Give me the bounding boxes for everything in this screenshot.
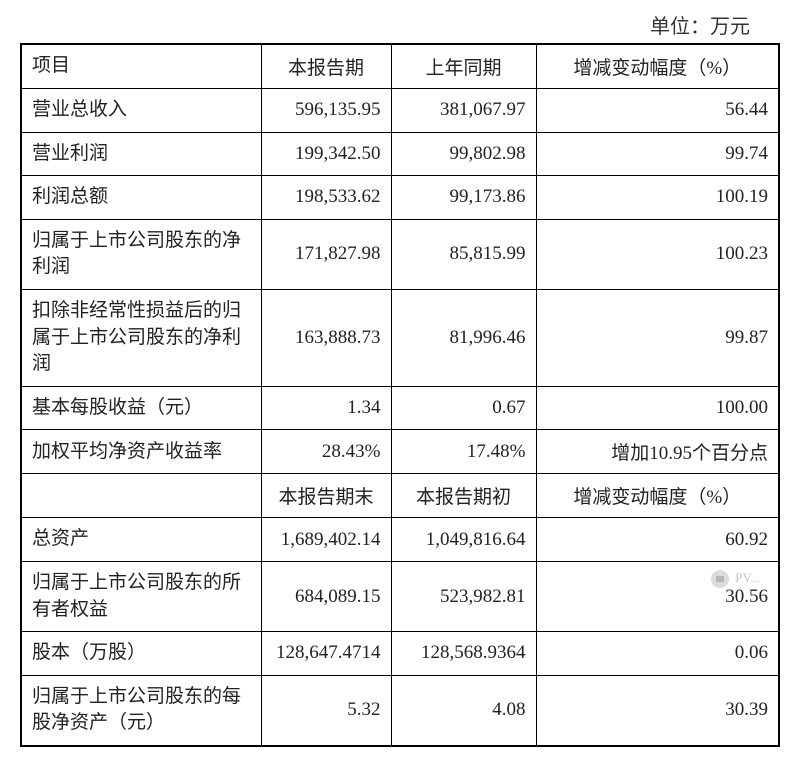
row-label: 基本每股收益（元） <box>21 386 261 430</box>
header-col-prior: 上年同期 <box>391 44 536 89</box>
table-header-row-1: 项目 本报告期 上年同期 增减变动幅度（%） <box>21 44 779 89</box>
row-value-current: 1.34 <box>261 386 391 430</box>
row-value-prior: 99,173.86 <box>391 176 536 220</box>
row-change: 增加10.95个百分点 <box>536 430 779 474</box>
row-value-current: 5.32 <box>261 675 391 746</box>
row-change: 30.56 <box>536 561 779 631</box>
row-change: 100.19 <box>536 176 779 220</box>
row-value-prior: 85,815.99 <box>391 219 536 289</box>
row-label: 加权平均净资产收益率 <box>21 430 261 474</box>
row-value-current: 128,647.4714 <box>261 632 391 676</box>
row-value-current: 596,135.95 <box>261 89 391 133</box>
row-value-current: 163,888.73 <box>261 289 391 386</box>
row-value-prior: 381,067.97 <box>391 89 536 133</box>
header2-col-begin: 本报告期初 <box>391 474 536 518</box>
header-col-change: 增减变动幅度（%） <box>536 44 779 89</box>
row-label: 归属于上市公司股东的所有者权益 <box>21 561 261 631</box>
row-value-prior: 1,049,816.64 <box>391 518 536 562</box>
header2-col-end: 本报告期末 <box>261 474 391 518</box>
row-label: 营业总收入 <box>21 89 261 133</box>
table-row: 基本每股收益（元）1.340.67100.00 <box>21 386 779 430</box>
row-change: 0.06 <box>536 632 779 676</box>
row-value-current: 28.43% <box>261 430 391 474</box>
row-value-prior: 4.08 <box>391 675 536 746</box>
header-col-current: 本报告期 <box>261 44 391 89</box>
row-value-current: 198,533.62 <box>261 176 391 220</box>
table-row: 归属于上市公司股东的净利润171,827.9885,815.99100.23 <box>21 219 779 289</box>
row-value-current: 171,827.98 <box>261 219 391 289</box>
row-value-current: 199,342.50 <box>261 132 391 176</box>
row-change: 100.00 <box>536 386 779 430</box>
row-change: 60.92 <box>536 518 779 562</box>
row-label: 扣除非经常性损益后的归属于上市公司股东的净利润 <box>21 289 261 386</box>
row-value-prior: 81,996.46 <box>391 289 536 386</box>
table-row: 股本（万股）128,647.4714128,568.93640.06 <box>21 632 779 676</box>
table-row: 扣除非经常性损益后的归属于上市公司股东的净利润163,888.7381,996.… <box>21 289 779 386</box>
table-row: 营业利润199,342.5099,802.9899.74 <box>21 132 779 176</box>
row-value-current: 1,689,402.14 <box>261 518 391 562</box>
row-label: 归属于上市公司股东的净利润 <box>21 219 261 289</box>
row-value-prior: 17.48% <box>391 430 536 474</box>
unit-label: 单位：万元 <box>20 10 780 39</box>
table-row: 归属于上市公司股东的每股净资产（元）5.324.0830.39 <box>21 675 779 746</box>
table-row: 总资产1,689,402.141,049,816.6460.92 <box>21 518 779 562</box>
row-value-prior: 99,802.98 <box>391 132 536 176</box>
header-col-item: 项目 <box>21 44 261 89</box>
table-header-row-2: 本报告期末 本报告期初 增减变动幅度（%） <box>21 474 779 518</box>
row-label: 利润总额 <box>21 176 261 220</box>
row-change: 99.87 <box>536 289 779 386</box>
financial-table: 项目 本报告期 上年同期 增减变动幅度（%） 营业总收入596,135.9538… <box>20 43 780 747</box>
row-label: 总资产 <box>21 518 261 562</box>
row-change: 100.23 <box>536 219 779 289</box>
row-label: 归属于上市公司股东的每股净资产（元） <box>21 675 261 746</box>
header2-col-change: 增减变动幅度（%） <box>536 474 779 518</box>
row-change: 56.44 <box>536 89 779 133</box>
header2-col-item <box>21 474 261 518</box>
row-label: 营业利润 <box>21 132 261 176</box>
table-row: 加权平均净资产收益率28.43%17.48%增加10.95个百分点 <box>21 430 779 474</box>
row-change: 99.74 <box>536 132 779 176</box>
table-row: 营业总收入596,135.95381,067.9756.44 <box>21 89 779 133</box>
row-value-current: 684,089.15 <box>261 561 391 631</box>
row-label: 股本（万股） <box>21 632 261 676</box>
row-value-prior: 128,568.9364 <box>391 632 536 676</box>
row-change: 30.39 <box>536 675 779 746</box>
row-value-prior: 0.67 <box>391 386 536 430</box>
table-row: 利润总额198,533.6299,173.86100.19 <box>21 176 779 220</box>
table-row: 归属于上市公司股东的所有者权益684,089.15523,982.8130.56 <box>21 561 779 631</box>
row-value-prior: 523,982.81 <box>391 561 536 631</box>
